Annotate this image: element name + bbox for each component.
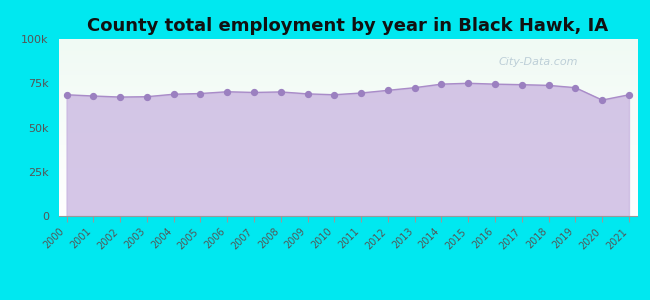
Point (222, 89, 233, 94)
Point (543, 83, 554, 88)
Point (570, 85, 580, 90)
Point (624, 92, 634, 97)
Point (436, 82, 447, 86)
Point (168, 92, 179, 97)
Point (383, 88, 393, 93)
Point (356, 91, 367, 95)
Text: City-Data.com: City-Data.com (498, 57, 578, 67)
Point (88, 94, 99, 98)
Point (490, 82, 501, 86)
Point (410, 85, 420, 90)
Point (61, 92, 72, 97)
Point (142, 94, 152, 99)
Point (329, 92, 339, 97)
Point (517, 82, 527, 87)
Point (302, 92, 313, 96)
Point (597, 98, 607, 103)
Title: County total employment by year in Black Hawk, IA: County total employment by year in Black… (87, 17, 608, 35)
Point (115, 95, 125, 100)
Point (249, 90, 259, 95)
Point (276, 89, 286, 94)
Point (463, 81, 473, 86)
Point (195, 91, 205, 96)
